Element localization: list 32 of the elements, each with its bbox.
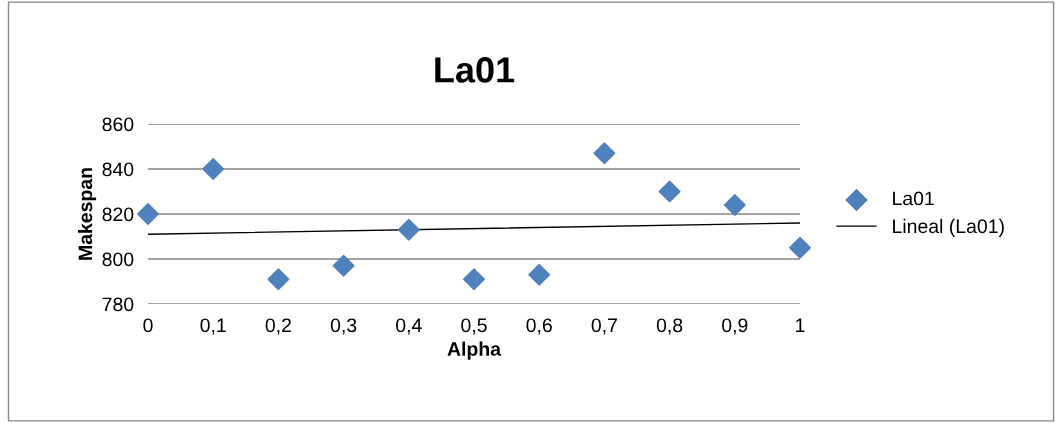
point (397, 218, 420, 241)
point (593, 142, 616, 165)
point (528, 263, 551, 286)
point (723, 194, 746, 216)
x-tick-label: 1 (796, 318, 805, 332)
x-tick-label: 0,7 (591, 318, 617, 335)
x-tick-label: 0,4 (396, 318, 422, 335)
point (332, 254, 355, 277)
x-tick-label: 0,6 (526, 318, 552, 335)
y-axis-title: Makespan (77, 168, 97, 260)
legend-label: La01 (893, 191, 934, 206)
x-tick-label: 0,1 (200, 318, 226, 335)
y-tick-label: 780 (102, 297, 134, 312)
point (658, 180, 681, 203)
point (267, 268, 290, 291)
x-tick-label: 0,5 (461, 318, 487, 335)
y-tick-label: 860 (102, 117, 134, 132)
point (202, 158, 225, 180)
x-tick-label: 0,9 (722, 318, 748, 335)
legend-label: Lineal (La01) (893, 218, 1004, 237)
x-axis-title: Alpha (447, 341, 502, 360)
y-tick-label: 820 (102, 207, 134, 222)
x-tick-label: 0,3 (330, 318, 357, 335)
chart-title: La01 (435, 57, 515, 83)
x-tick-label: 0,2 (265, 318, 291, 335)
x-tick-label: 0 (143, 318, 153, 333)
point (137, 203, 159, 225)
x-tick-label: 0,8 (656, 318, 683, 335)
point (463, 268, 485, 291)
point (789, 236, 811, 259)
y-tick-label: 800 (102, 252, 134, 267)
y-tick-label: 840 (102, 162, 134, 177)
